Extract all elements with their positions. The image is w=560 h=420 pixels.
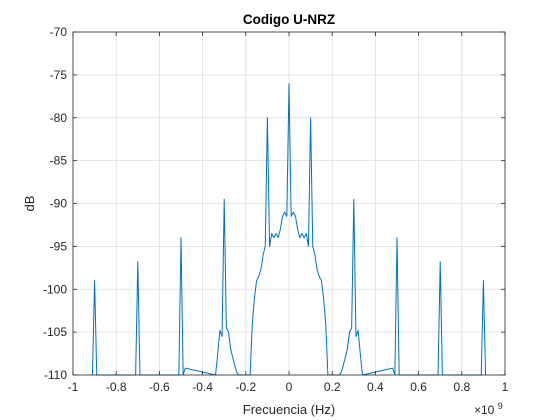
x-axis-exponent-power: 9 [498, 401, 503, 411]
y-tick-label: -90 [50, 197, 68, 211]
y-tick-label: -95 [50, 239, 68, 253]
x-axis-exponent-base: ×10 [474, 403, 495, 417]
x-axis-label: Frecuencia (Hz) [243, 402, 335, 417]
y-tick-label: -100 [43, 282, 67, 296]
x-tick-label: -0.4 [192, 380, 213, 394]
chart-title: Codigo U-NRZ [243, 12, 335, 27]
x-tick-label: 0.8 [453, 380, 470, 394]
x-tick-label: -1 [68, 380, 79, 394]
y-tick-label: -70 [50, 25, 68, 39]
y-tick-label: -110 [44, 368, 67, 382]
spectrum-series-line [91, 82, 487, 376]
y-axis-label: dB [22, 196, 37, 212]
series-layer [91, 82, 487, 376]
x-tick-label: 0.6 [410, 380, 427, 394]
tick-marks [72, 31, 506, 376]
x-axis-exponent: ×10 9 [474, 401, 503, 417]
y-tick-label: -80 [50, 111, 68, 125]
x-tick-label: -0.8 [106, 380, 127, 394]
y-tick-labels: -70 -75 -80 -85 -90 -95 -100 -105 -110 [43, 25, 67, 382]
x-tick-label: 0.2 [324, 380, 341, 394]
x-tick-labels: -1 -0.8 -0.6 -0.4 -0.2 0 0.2 0.4 0.6 0.8 1 [68, 380, 509, 394]
y-tick-label: -105 [43, 325, 67, 339]
x-tick-label: 0.4 [367, 380, 384, 394]
x-tick-label: -0.6 [149, 380, 170, 394]
y-tick-label: -75 [50, 68, 68, 82]
x-tick-label: -0.2 [235, 380, 256, 394]
x-tick-label: 0 [286, 380, 293, 394]
x-tick-label: 1 [502, 380, 509, 394]
y-tick-label: -85 [50, 154, 68, 168]
